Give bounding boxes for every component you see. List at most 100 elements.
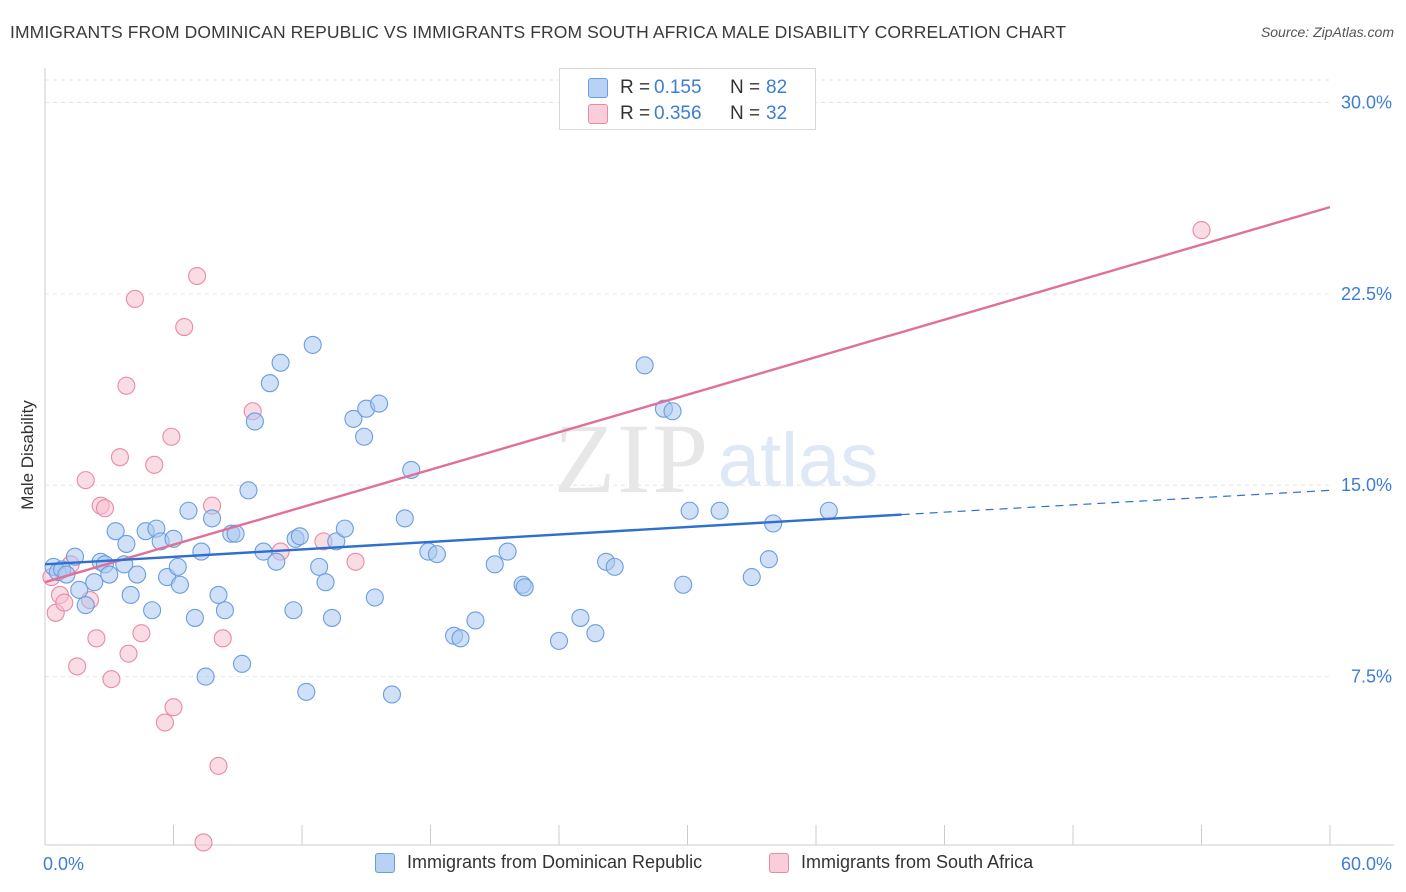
watermark-atlas: atlas <box>718 418 879 503</box>
data-point-dominican <box>245 412 264 431</box>
data-point-south-africa <box>145 455 164 474</box>
r-value: 0.356 <box>654 103 702 124</box>
data-point-dominican <box>192 542 211 561</box>
data-point-dominican <box>215 601 234 620</box>
y-tick-label: 7.5% <box>1351 667 1392 687</box>
data-point-dominican <box>316 573 335 592</box>
stats-legend: R = 0.155 N = 82 R = 0.356 N = 32 <box>559 68 816 130</box>
data-point-dominican <box>117 534 136 553</box>
data-point-dominican <box>466 611 485 630</box>
data-point-dominican <box>370 394 389 413</box>
data-point-dominican <box>284 601 303 620</box>
data-point-south-africa <box>68 657 87 676</box>
data-point-dominican <box>106 522 125 541</box>
data-point-south-africa <box>95 499 115 518</box>
data-point-south-africa <box>119 644 138 663</box>
data-point-south-africa <box>175 317 194 337</box>
data-point-dominican <box>271 353 290 372</box>
data-point-dominican <box>70 580 89 599</box>
data-point-dominican <box>680 501 699 520</box>
data-point-dominican <box>515 578 534 597</box>
data-point-dominican <box>226 524 245 543</box>
data-point-south-africa <box>155 713 174 732</box>
data-point-dominican <box>179 501 198 520</box>
n-label: N = <box>730 77 761 98</box>
n-value: 82 <box>766 77 788 98</box>
data-point-dominican <box>121 585 140 605</box>
data-point-dominican <box>710 501 729 520</box>
data-point-dominican <box>85 573 104 592</box>
data-point-dominican <box>196 667 215 686</box>
data-point-south-africa <box>194 833 213 852</box>
data-point-dominican <box>674 575 693 594</box>
data-point-dominican <box>395 509 414 528</box>
trend-line-dominican-extension <box>901 489 1331 516</box>
data-point-dominican <box>586 624 605 643</box>
data-point-dominican <box>297 682 316 701</box>
data-point-dominican <box>232 654 252 673</box>
data-point-dominican <box>759 550 778 569</box>
legend-swatch-dominican <box>375 853 395 873</box>
data-point-dominican <box>365 588 384 607</box>
data-point-south-africa <box>55 593 74 612</box>
data-point-dominican <box>100 565 119 584</box>
watermark: ZIP atlas <box>554 403 878 514</box>
data-point-dominican <box>168 557 187 576</box>
data-point-dominican <box>203 509 222 528</box>
data-point-south-africa <box>125 289 144 309</box>
n-label: N = <box>730 103 761 124</box>
watermark-zip: ZIP <box>554 403 710 514</box>
data-point-dominican <box>128 565 147 584</box>
data-point-dominican <box>663 402 682 421</box>
y-tick-label: 15.0% <box>1341 475 1392 495</box>
data-point-south-africa <box>162 427 181 446</box>
data-point-dominican <box>327 532 346 551</box>
y-tick-label: 30.0% <box>1341 93 1392 113</box>
r-value: 0.155 <box>654 77 702 98</box>
data-point-dominican <box>185 608 204 627</box>
data-point-dominican <box>485 555 504 574</box>
x-tick-label: 60.0% <box>1341 854 1392 874</box>
data-point-dominican <box>239 481 258 500</box>
data-point-dominican <box>605 557 624 576</box>
tick-labels: 7.5% 15.0% 22.5% 30.0% 0.0% 60.0% <box>43 93 1392 874</box>
legend-swatch-south-africa <box>588 104 608 124</box>
legend-label-dominican: Immigrants from Dominican Republic <box>407 852 703 872</box>
data-point-dominican <box>571 608 590 627</box>
legend-swatch-dominican <box>588 78 608 98</box>
data-point-south-africa <box>117 376 136 395</box>
data-point-dominican <box>65 547 85 566</box>
data-point-dominican <box>310 557 329 576</box>
data-point-south-africa <box>132 624 151 643</box>
legend-swatch-south-africa <box>769 853 789 873</box>
data-point-dominican <box>335 519 354 538</box>
n-value: 32 <box>766 103 788 124</box>
trend-line-dominican <box>44 513 902 566</box>
data-point-dominican <box>498 542 517 561</box>
data-point-dominican <box>143 601 162 620</box>
data-point-dominican <box>290 527 309 546</box>
data-point-south-africa <box>188 266 207 286</box>
dominican-points <box>44 335 838 704</box>
south-africa-points <box>42 221 1211 852</box>
data-point-dominican <box>209 585 228 605</box>
x-tick-label: 0.0% <box>43 854 84 874</box>
data-point-dominican <box>322 608 342 627</box>
data-point-dominican <box>303 335 322 354</box>
data-point-south-africa <box>164 698 183 717</box>
source-label: Source: ZipAtlas.com <box>1260 24 1394 40</box>
legend-label-south-africa: Immigrants from South Africa <box>801 852 1034 872</box>
trend-lines <box>44 205 1331 584</box>
chart-title: IMMIGRANTS FROM DOMINICAN REPUBLIC VS IM… <box>10 22 1067 42</box>
data-point-south-africa <box>1192 221 1211 240</box>
data-point-dominican <box>355 427 374 446</box>
data-point-dominican <box>267 552 286 571</box>
data-point-south-africa <box>76 471 95 490</box>
data-point-dominican <box>819 501 838 520</box>
data-point-dominican <box>451 629 470 648</box>
trend-line-south-africa <box>44 205 1331 584</box>
axes <box>44 68 1394 846</box>
data-point-south-africa <box>209 756 228 775</box>
data-point-south-africa <box>346 552 365 571</box>
